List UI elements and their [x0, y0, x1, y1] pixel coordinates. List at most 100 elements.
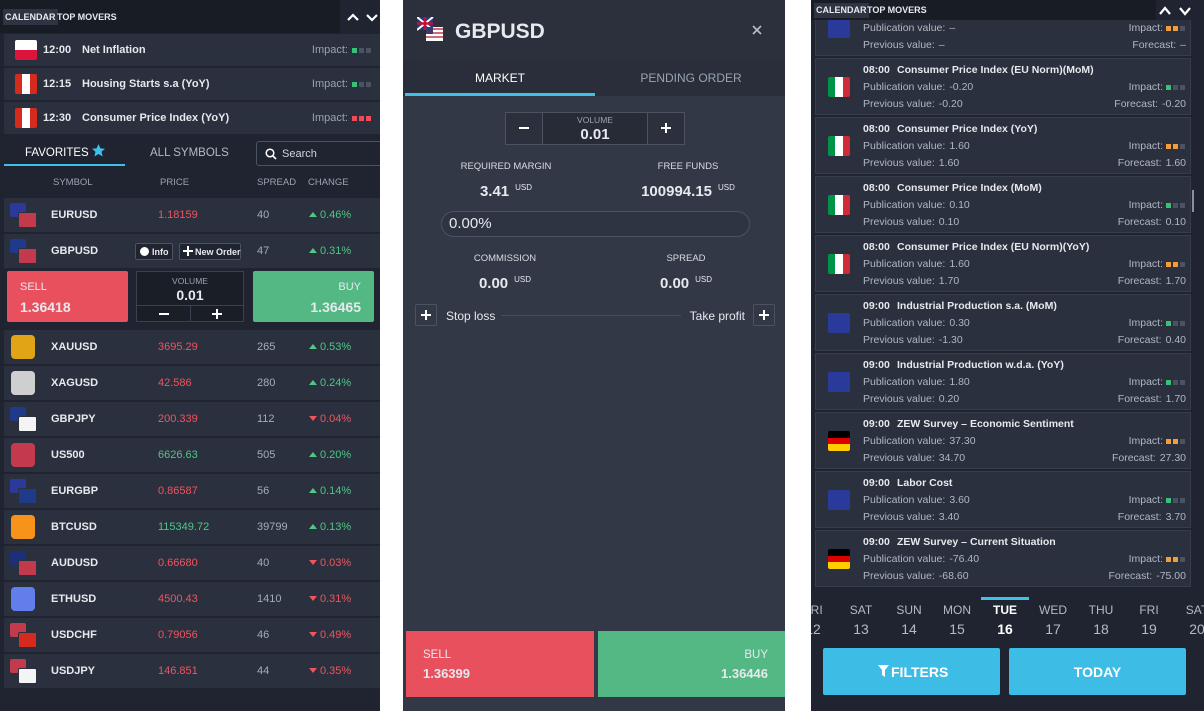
- day-name[interactable]: SUN: [896, 603, 922, 617]
- event-item[interactable]: 09:00 ZEW Survey – Economic Sentiment Publ…: [815, 412, 1191, 469]
- event-row[interactable]: [4, 102, 380, 134]
- day-name[interactable]: THU: [1088, 603, 1114, 617]
- tab[interactable]: ALL SYMBOLS: [150, 147, 229, 159]
- symbol-price: 42.586: [158, 377, 192, 389]
- take-profit-label: Take profit: [689, 309, 745, 323]
- event-item[interactable]: 09:00 Industrial Production s.a. (MoM) Pub…: [815, 294, 1191, 351]
- event-name: Consumer Price Index (MoM): [897, 182, 1042, 194]
- plus-button[interactable]: [647, 112, 685, 145]
- symbol-row[interactable]: [4, 198, 380, 232]
- value: -0.20: [1162, 98, 1186, 110]
- tab[interactable]: CALENDAR: [3, 9, 58, 25]
- info-button[interactable]: Info: [135, 243, 173, 260]
- buy-button[interactable]: BUY 1.36465: [253, 271, 374, 322]
- symbol-price: 0.86587: [158, 485, 198, 497]
- value: -0.20: [938, 98, 963, 110]
- value: 3.70: [1165, 511, 1186, 523]
- day-name[interactable]: SAT: [849, 603, 873, 617]
- label: Publication value:: [863, 22, 946, 34]
- stop-loss-button[interactable]: [415, 304, 437, 326]
- flag-stripe: [29, 108, 37, 128]
- previous: Previous value: -0.20: [863, 97, 963, 111]
- close-icon[interactable]: [751, 24, 763, 36]
- event-item[interactable]: 08:00 Consumer Price Index (YoY) Publicati…: [815, 117, 1191, 174]
- star-icon: [92, 144, 105, 159]
- tab[interactable]: FAVORITES: [25, 147, 89, 159]
- buy-button[interactable]: BUY 1.36446: [598, 631, 785, 697]
- symbol-row[interactable]: [4, 654, 380, 688]
- event-row[interactable]: [4, 34, 380, 66]
- symbol-row[interactable]: [4, 510, 380, 544]
- collapse-icons[interactable]: [340, 8, 380, 24]
- sell-button[interactable]: SELL 1.36399: [406, 631, 594, 697]
- take-profit-button[interactable]: [753, 304, 775, 326]
- symbol-row[interactable]: [4, 546, 380, 580]
- stat-number: 100994.15: [641, 183, 712, 200]
- volume-label: VOLUME: [172, 276, 208, 286]
- value: 1.60: [949, 258, 970, 270]
- event-item[interactable]: 09:00 Industrial Production w.d.a. (YoY) P…: [815, 353, 1191, 410]
- day-date: 14: [901, 621, 917, 637]
- tab[interactable]: PENDING ORDER: [640, 71, 742, 85]
- day-name[interactable]: FRI: [1139, 603, 1159, 617]
- symbol-name: XAGUSD: [51, 377, 99, 389]
- event-item[interactable]: Publication value: – Previous value: – Impac…: [815, 20, 1191, 56]
- event-name: Consumer Price Index (YoY): [82, 112, 230, 124]
- event-item[interactable]: 08:00 Consumer Price Index (MoM) Publicati…: [815, 176, 1191, 233]
- symbol-row[interactable]: [4, 582, 380, 616]
- symbol-name: BTCUSD: [51, 521, 97, 533]
- symbol-row[interactable]: [4, 618, 380, 652]
- day-date: 19: [1141, 621, 1157, 637]
- symbol-spread: 1410: [257, 593, 282, 605]
- flag: [828, 313, 850, 333]
- search-box[interactable]: Search: [256, 141, 380, 166]
- event-time: 09:00: [863, 536, 890, 548]
- day-date: 18: [1093, 621, 1109, 637]
- value: -1.30: [938, 334, 963, 346]
- symbol-spread: 46: [257, 629, 270, 641]
- label: Publication value:: [863, 81, 946, 93]
- buy-price: 1.36465: [310, 299, 361, 315]
- day-name[interactable]: TUE: [993, 603, 1017, 617]
- impact-label: Impact:: [1128, 22, 1163, 34]
- symbol-change: 0.03%: [320, 557, 352, 569]
- tab[interactable]: TOP MOVERS: [57, 12, 117, 22]
- event-row[interactable]: [4, 68, 380, 100]
- filters-button[interactable]: FILTERS: [823, 648, 1000, 695]
- tab[interactable]: MARKET: [474, 71, 525, 85]
- tab[interactable]: CALENDAR: [814, 3, 869, 18]
- day-name[interactable]: FRI: [811, 603, 823, 617]
- column-header: SYMBOL: [53, 177, 93, 188]
- event-item[interactable]: 08:00 Consumer Price Index (EU Norm)(MoM)…: [815, 58, 1191, 115]
- event-item[interactable]: 09:00 ZEW Survey – Current Situation Publi…: [815, 530, 1191, 587]
- collapse-icons[interactable]: [1156, 2, 1200, 18]
- event-item[interactable]: 08:00 Consumer Price Index (EU Norm)(YoY)…: [815, 235, 1191, 292]
- value: 0.10: [949, 199, 970, 211]
- sell-button[interactable]: SELL 1.36418: [7, 271, 128, 322]
- day-name[interactable]: MON: [943, 603, 971, 617]
- label: Previous value:: [863, 98, 935, 110]
- day-name[interactable]: WED: [1039, 603, 1067, 617]
- symbol-row[interactable]: [4, 366, 380, 400]
- sign-bar: [187, 246, 189, 256]
- symbol-row[interactable]: [4, 402, 380, 436]
- symbol-name: GBPJPY: [51, 413, 96, 425]
- flag: [15, 74, 37, 94]
- minus-button[interactable]: [505, 112, 543, 145]
- event-time: 12:30: [43, 112, 72, 124]
- tab[interactable]: TOP MOVERS: [867, 5, 927, 15]
- impact-bar: [359, 82, 364, 87]
- day-name[interactable]: SAT: [1185, 603, 1204, 617]
- symbol-row[interactable]: [4, 474, 380, 508]
- search-placeholder: Search: [282, 148, 317, 160]
- event-item[interactable]: 09:00 Labor Cost Publication value: 3.60 Pre…: [815, 471, 1191, 528]
- button-label: New Order: [195, 247, 241, 257]
- symbol-name: USDJPY: [51, 665, 96, 677]
- flag-stripe: [828, 490, 850, 510]
- symbol-row[interactable]: [4, 438, 380, 472]
- button-label: Info: [152, 247, 169, 257]
- today-button[interactable]: TODAY: [1009, 648, 1186, 695]
- symbol-row[interactable]: [4, 330, 380, 364]
- label: Forecast:: [1111, 452, 1156, 464]
- new-order-button[interactable]: New Order: [179, 243, 241, 260]
